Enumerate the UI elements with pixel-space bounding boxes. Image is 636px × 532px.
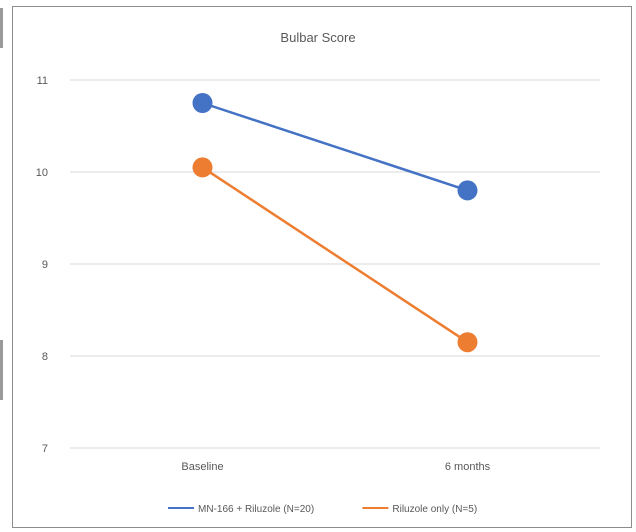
- x-axis-ticks: Baseline 6 months: [181, 461, 490, 473]
- left-edge-mark-top: [0, 8, 3, 48]
- series-line-0: [202, 101, 468, 192]
- y-tick-label: 8: [42, 351, 48, 363]
- chart-frame: [12, 6, 632, 528]
- y-tick-label: 7: [42, 443, 48, 455]
- data-point-series-1-1: [457, 332, 478, 353]
- series-lines: [192, 93, 478, 353]
- data-point-series-0-0: [192, 93, 213, 113]
- series-line-1: [201, 166, 469, 344]
- y-tick-label: 9: [42, 259, 48, 271]
- y-tick-label: 11: [37, 75, 48, 87]
- chart-title: Bulbar Score: [280, 30, 355, 45]
- y-tick-label: 10: [36, 167, 48, 179]
- x-tick-label: 6 months: [445, 461, 491, 473]
- legend-entry-1: Riluzole only (N=5): [392, 504, 477, 515]
- x-tick-label: Baseline: [181, 461, 223, 473]
- gridlines: [70, 79, 600, 449]
- legend-entry-0: MN-166 + Riluzole (N=20): [198, 504, 314, 515]
- data-point-series-1-0: [192, 157, 213, 178]
- legend: MN-166 + Riluzole (N=20) Riluzole only (N…: [168, 504, 477, 515]
- data-point-series-0-1: [457, 180, 478, 201]
- left-edge-mark-bottom: [0, 340, 3, 400]
- y-axis-ticks: 7 8 9 10 11: [36, 75, 48, 455]
